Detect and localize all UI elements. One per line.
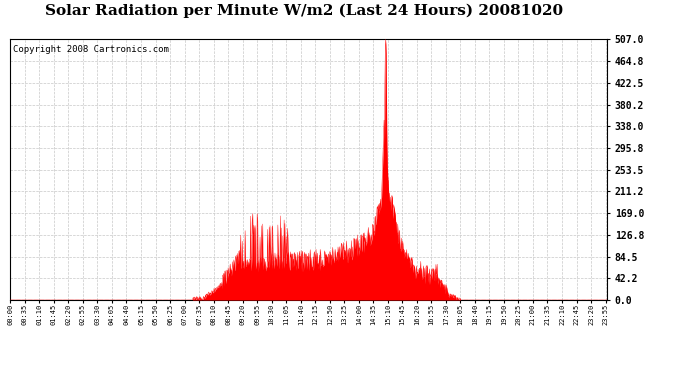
Text: Copyright 2008 Cartronics.com: Copyright 2008 Cartronics.com <box>13 45 169 54</box>
Text: Solar Radiation per Minute W/m2 (Last 24 Hours) 20081020: Solar Radiation per Minute W/m2 (Last 24… <box>45 4 562 18</box>
